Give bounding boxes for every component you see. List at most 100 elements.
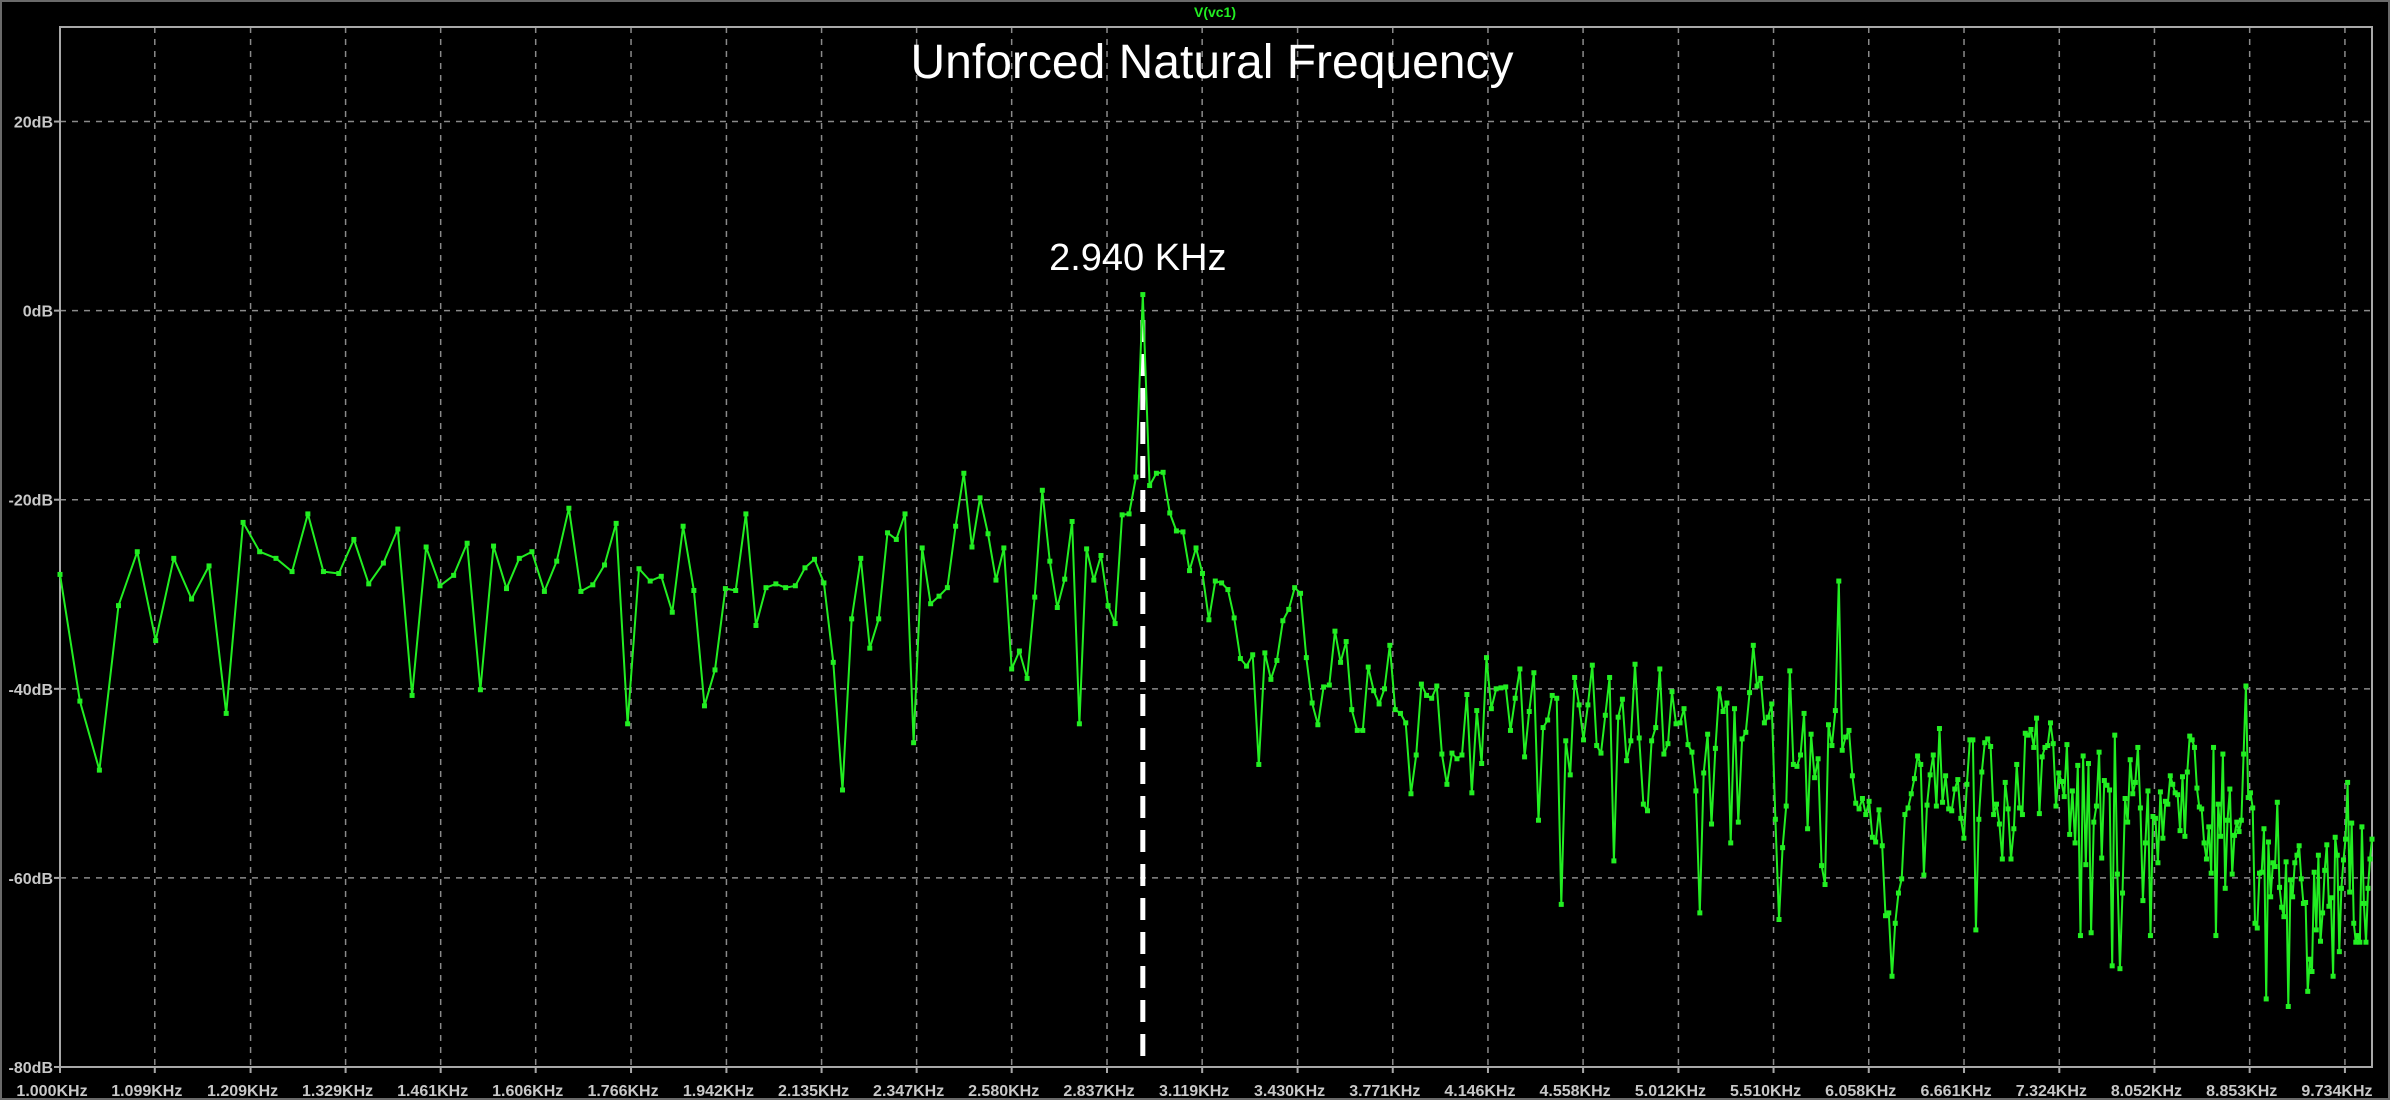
peak-frequency-label: 2.940 KHz [1049,237,1226,279]
data-point [1902,812,1908,818]
data-point [2243,683,2249,689]
data-point [2199,806,2205,812]
data-point [1326,682,1332,688]
data-point [1167,510,1173,516]
data-point [1657,666,1663,672]
data-point [2114,871,2120,877]
data-point [1309,700,1315,706]
data-point [2050,741,2056,747]
x-tick-label: 4.146KHz [1444,1083,1515,1100]
data-point [2261,826,2267,832]
data-point [2187,733,2193,739]
data-point [2272,864,2278,870]
data-point [1576,702,1582,708]
data-point [1091,577,1097,583]
data-point [2039,754,2045,760]
data-point [1084,546,1090,552]
y-tick-label: 20dB [14,115,53,132]
data-point [1701,770,1707,776]
data-point [1946,806,1952,812]
data-point [2334,852,2340,858]
data-point [1039,487,1045,493]
data-point [669,609,675,615]
data-point [1212,578,1218,584]
data-point [1856,806,1862,812]
data-point [1479,761,1485,767]
data-point [2294,852,2300,858]
data-point [1915,753,1921,759]
data-point [2283,859,2289,865]
data-point [464,540,470,546]
data-point [953,523,959,529]
data-point [1392,707,1398,713]
data-point [2363,939,2369,945]
data-point [206,563,212,569]
data-point [1434,683,1440,689]
data-point [1160,469,1166,475]
data-point [437,583,443,589]
data-point [1484,655,1490,661]
data-point [1918,761,1924,767]
data-point [1728,840,1734,846]
data-point [1973,927,1979,933]
trace-v-vc1 [57,292,2375,1009]
data-point [409,692,415,698]
data-point [116,603,122,609]
data-point [2313,927,2319,933]
data-point [2184,769,2190,775]
data-point [2274,799,2280,805]
data-point [2201,840,2207,846]
data-point [1274,657,1280,663]
data-point [1943,773,1949,779]
data-point [240,519,246,525]
data-point [516,555,522,561]
data-point [2085,761,2091,767]
data-point [1720,709,1726,715]
data-point [2287,877,2293,883]
data-point [2296,843,2302,849]
data-point [1558,901,1564,907]
data-point [2245,795,2251,801]
data-point [2091,819,2097,825]
data-point [590,582,596,588]
data-point [2025,732,2031,738]
data-point [2104,782,2110,788]
data-point [1140,292,1146,298]
data-point [2155,860,2161,866]
x-tick-label: 2.135KHz [778,1083,849,1100]
data-point [1924,802,1930,808]
data-point [1805,826,1811,832]
data-point [1712,745,1718,751]
data-point [1709,821,1715,827]
data-point [1979,769,1985,775]
data-point [1554,695,1560,701]
data-point [2231,832,2237,838]
data-point [1180,529,1186,535]
trace-label[interactable]: V(vc1) [1194,4,1236,20]
data-point [1469,790,1475,796]
data-point [2031,744,2037,750]
y-tick-label: -40dB [9,682,53,699]
data-point [792,583,798,589]
data-point [858,555,864,561]
data-point [1607,674,1613,680]
data-point [2345,779,2351,785]
data-point [876,616,882,622]
data-point [1921,872,1927,878]
data-point [1387,642,1393,648]
data-point [477,687,483,693]
data-point [1153,470,1159,476]
data-point [1540,725,1546,731]
data-point [1787,668,1793,674]
data-point [1493,686,1499,692]
data-point [1889,973,1895,979]
data-point [2056,770,2062,776]
data-point [2053,803,2059,809]
data-point [423,544,429,550]
data-point [2099,855,2105,861]
data-point [2336,949,2342,955]
data-point [366,581,372,587]
data-point [1750,642,1756,648]
data-point [1413,752,1419,758]
x-tick-label: 2.347KHz [873,1083,944,1100]
